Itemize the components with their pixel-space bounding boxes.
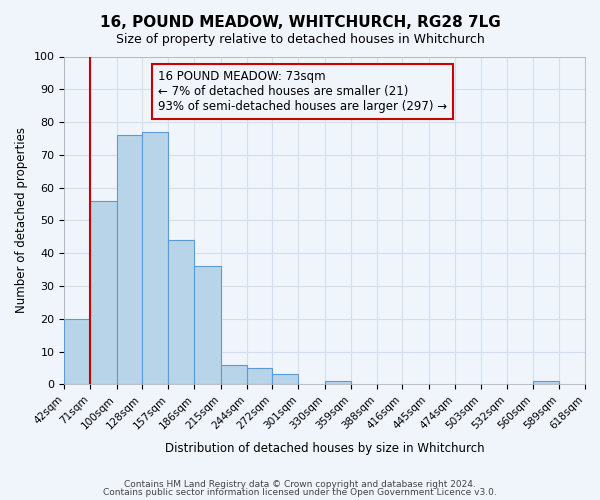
Y-axis label: Number of detached properties: Number of detached properties xyxy=(15,128,28,314)
X-axis label: Distribution of detached houses by size in Whitchurch: Distribution of detached houses by size … xyxy=(165,442,484,455)
Bar xyxy=(272,374,298,384)
Text: 16, POUND MEADOW, WHITCHURCH, RG28 7LG: 16, POUND MEADOW, WHITCHURCH, RG28 7LG xyxy=(100,15,500,30)
Text: Size of property relative to detached houses in Whitchurch: Size of property relative to detached ho… xyxy=(116,32,484,46)
Bar xyxy=(325,381,351,384)
Bar xyxy=(91,200,117,384)
Bar xyxy=(533,381,559,384)
Text: 16 POUND MEADOW: 73sqm
← 7% of detached houses are smaller (21)
93% of semi-deta: 16 POUND MEADOW: 73sqm ← 7% of detached … xyxy=(158,70,447,112)
Bar xyxy=(168,240,194,384)
Text: Contains public sector information licensed under the Open Government Licence v3: Contains public sector information licen… xyxy=(103,488,497,497)
Text: Contains HM Land Registry data © Crown copyright and database right 2024.: Contains HM Land Registry data © Crown c… xyxy=(124,480,476,489)
Bar xyxy=(64,318,91,384)
Bar xyxy=(221,364,247,384)
Bar xyxy=(247,368,272,384)
Bar xyxy=(194,266,221,384)
Bar xyxy=(117,135,142,384)
Bar xyxy=(142,132,168,384)
